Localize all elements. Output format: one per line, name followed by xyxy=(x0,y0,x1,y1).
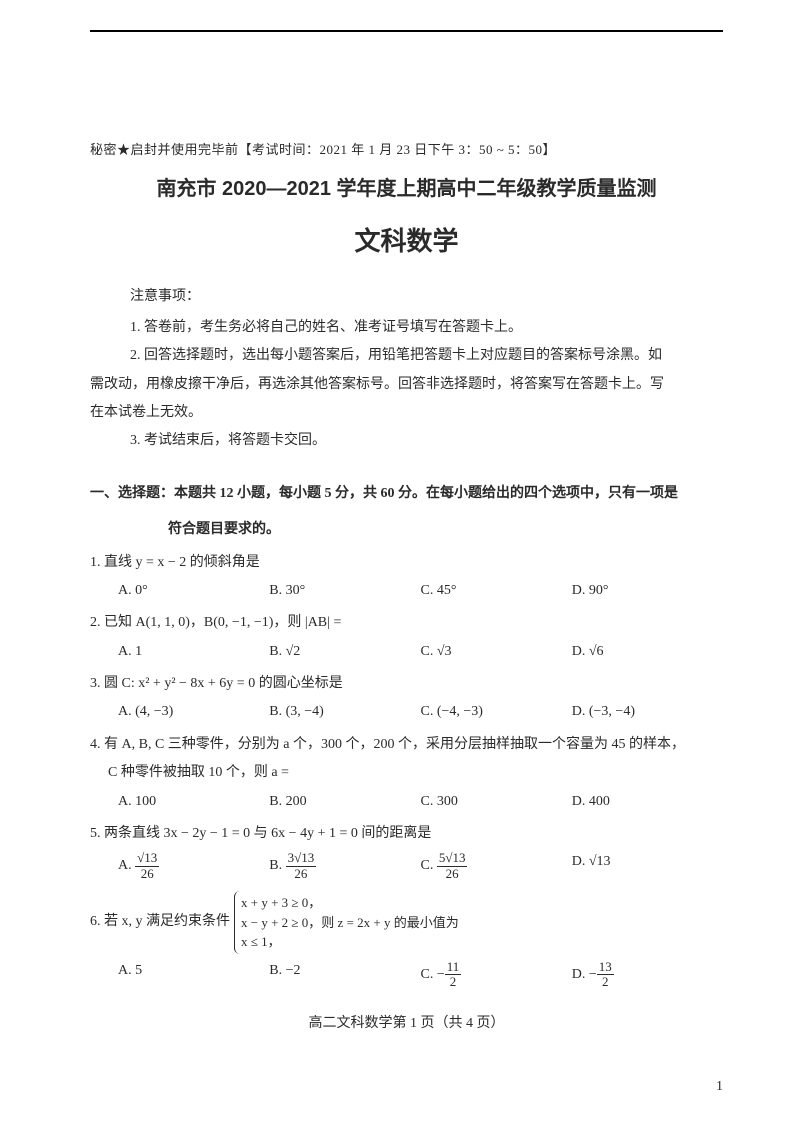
q2-options: A. 1 B. √2 C. √3 D. √6 xyxy=(118,641,723,663)
q4-opt-c: C. 300 xyxy=(421,791,572,813)
q3-options: A. (4, −3) B. (3, −4) C. (−4, −3) D. (−3… xyxy=(118,701,723,723)
q6-constraints: x + y + 3 ≥ 0， x − y + 2 ≥ 0，则 z = 2x + … xyxy=(234,891,465,954)
q1-options: A. 0° B. 30° C. 45° D. 90° xyxy=(118,580,723,602)
q4-opt-d: D. 400 xyxy=(572,791,723,813)
q4-opt-a: A. 100 xyxy=(118,791,269,813)
q5-opt-b: B. 3√1326 xyxy=(269,851,420,881)
q5-text: 5. 两条直线 3x − 2y − 1 = 0 与 6x − 4y + 1 = … xyxy=(90,823,723,845)
q4-opt-b: B. 200 xyxy=(269,791,420,813)
page-number: 1 xyxy=(716,1076,723,1098)
q3-opt-b: B. (3, −4) xyxy=(269,701,420,723)
q4-options: A. 100 B. 200 C. 300 D. 400 xyxy=(118,791,723,813)
notice-2b: 需改动，用橡皮擦干净后，再选涂其他答案标号。回答非选择题时，将答案写在答题卡上。… xyxy=(90,374,723,396)
q6-c2: x − y + 2 ≥ 0，则 z = 2x + y 的最小值为 xyxy=(241,913,459,933)
q6-text: 6. 若 x, y 满足约束条件 x + y + 3 ≥ 0， x − y + … xyxy=(90,891,723,954)
q5-options: A. √1326 B. 3√1326 C. 5√1326 D. √13 xyxy=(118,851,723,881)
q2-opt-a: A. 1 xyxy=(118,641,269,663)
section-1-title: 一、选择题：本题共 12 小题，每小题 5 分，共 60 分。在每小题给出的四个… xyxy=(90,483,723,505)
q1-opt-c: C. 45° xyxy=(421,580,572,602)
confidential-line: 秘密★启封并使用完毕前【考试时间：2021 年 1 月 23 日下午 3：50 … xyxy=(90,140,723,161)
q2-opt-b: B. √2 xyxy=(269,641,420,663)
q1-opt-a: A. 0° xyxy=(118,580,269,602)
q3-opt-a: A. (4, −3) xyxy=(118,701,269,723)
q5-opt-c: C. 5√1326 xyxy=(421,851,572,881)
subject-title: 文科数学 xyxy=(90,221,723,263)
notice-1: 1. 答卷前，考生务必将自己的姓名、准考证号填写在答题卡上。 xyxy=(130,317,723,339)
notice-2a: 2. 回答选择题时，选出每小题答案后，用铅笔把答题卡上对应题目的答案标号涂黑。如 xyxy=(130,345,723,367)
q3-opt-c: C. (−4, −3) xyxy=(421,701,572,723)
page-footer: 高二文科数学第 1 页（共 4 页） xyxy=(90,1013,723,1035)
q6-c1: x + y + 3 ≥ 0， xyxy=(241,893,459,913)
q5-opt-d: D. √13 xyxy=(572,851,723,881)
q2-opt-c: C. √3 xyxy=(421,641,572,663)
q6-opt-b: B. −2 xyxy=(269,960,420,990)
q1-opt-d: D. 90° xyxy=(572,580,723,602)
section-1-line2: 符合题目要求的。 xyxy=(168,519,723,541)
q4-line1: 4. 有 A, B, C 三种零件，分别为 a 个，300 个，200 个，采用… xyxy=(90,734,723,756)
main-title: 南充市 2020—2021 学年度上期高中二年级教学质量监测 xyxy=(90,173,723,205)
notice-2c: 在本试卷上无效。 xyxy=(90,402,723,424)
q3-opt-d: D. (−3, −4) xyxy=(572,701,723,723)
section-1-line1: 一、选择题：本题共 12 小题，每小题 5 分，共 60 分。在每小题给出的四个… xyxy=(90,486,678,501)
q1-text: 1. 直线 y = x − 2 的倾斜角是 xyxy=(90,552,723,574)
q2-opt-d: D. √6 xyxy=(572,641,723,663)
q6-opt-a: A. 5 xyxy=(118,960,269,990)
notice-3: 3. 考试结束后，将答题卡交回。 xyxy=(130,430,723,452)
q2-text: 2. 已知 A(1, 1, 0)，B(0, −1, −1)，则 |AB| = xyxy=(90,612,723,634)
q1-opt-b: B. 30° xyxy=(269,580,420,602)
q3-text: 3. 圆 C: x² + y² − 8x + 6y = 0 的圆心坐标是 xyxy=(90,673,723,695)
q5-opt-a: A. √1326 xyxy=(118,851,269,881)
q6-pre: 6. 若 x, y 满足约束条件 xyxy=(90,911,230,933)
q6-opt-c: C. −112 xyxy=(421,960,572,990)
q6-opt-d: D. −132 xyxy=(572,960,723,990)
q6-options: A. 5 B. −2 C. −112 D. −132 xyxy=(118,960,723,990)
top-rule xyxy=(90,30,723,32)
q6-c3: x ≤ 1， xyxy=(241,932,459,952)
q4-line2: C 种零件被抽取 10 个，则 a = xyxy=(108,762,723,784)
notice-label: 注意事项： xyxy=(130,286,723,308)
